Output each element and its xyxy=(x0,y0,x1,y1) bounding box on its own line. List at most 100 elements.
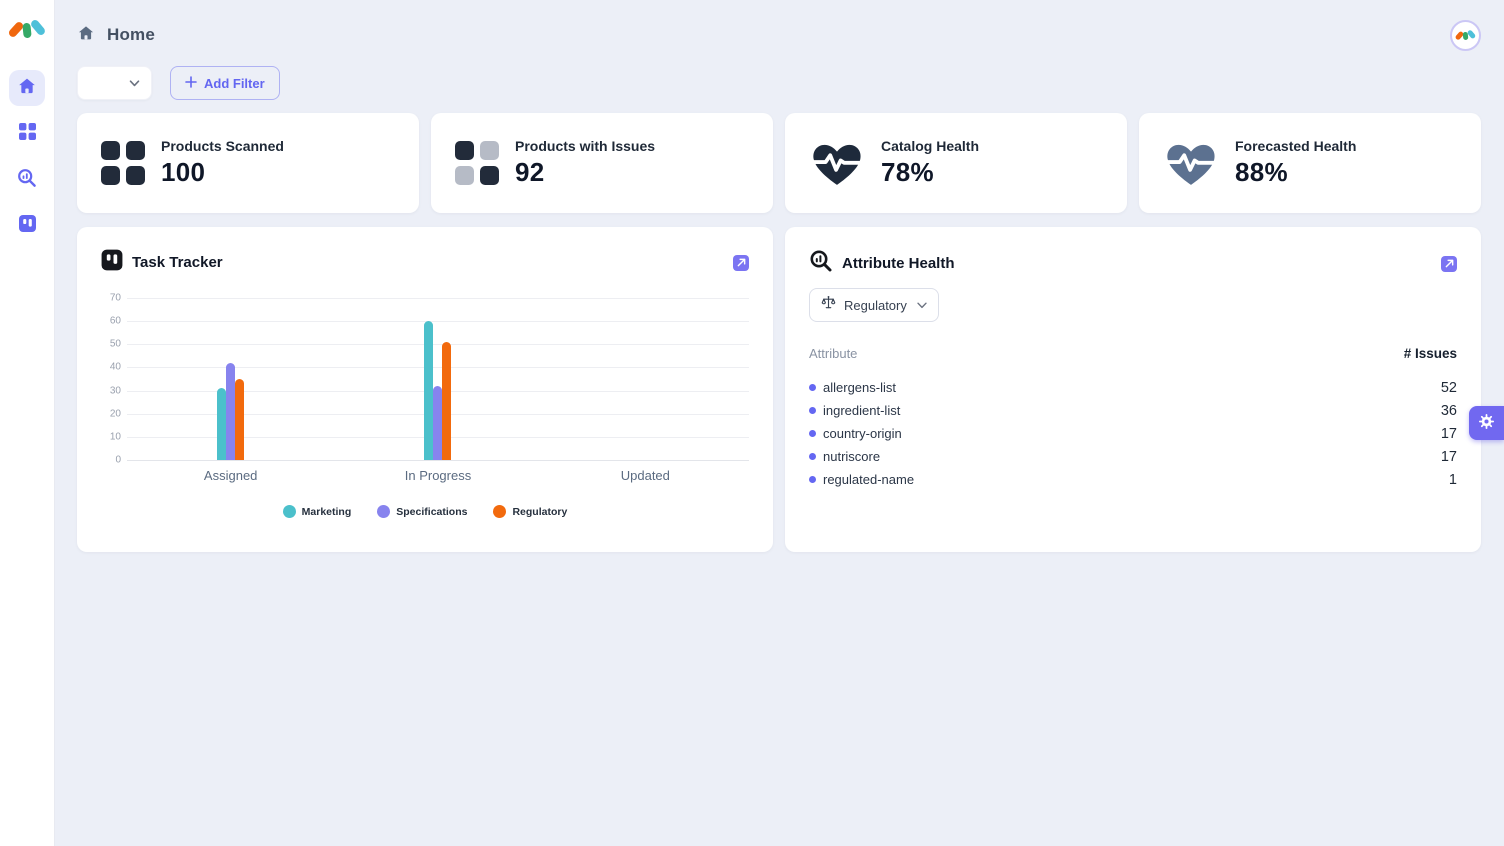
attribute-dot xyxy=(809,407,816,414)
chevron-down-icon xyxy=(129,74,140,92)
attribute-dot xyxy=(809,384,816,391)
filter-bar: Add Filter xyxy=(77,66,1481,100)
legend-dot xyxy=(282,505,296,518)
legend-dot xyxy=(493,505,507,518)
attribute-row: ingredient-list 36 xyxy=(809,399,1457,422)
chart-bar xyxy=(433,385,443,460)
y-tick-label: 20 xyxy=(109,408,121,420)
add-filter-label: Add Filter xyxy=(204,75,265,91)
search-chart-icon xyxy=(17,168,37,193)
stat-value: 78% xyxy=(881,157,934,187)
external-link-icon xyxy=(737,258,745,267)
x-axis-label: Assigned xyxy=(203,468,258,483)
gridline xyxy=(127,321,749,323)
attribute-health-icon xyxy=(809,249,833,278)
attribute-dot xyxy=(809,430,816,437)
stat-card-catalog-health: Catalog Health 78% xyxy=(785,113,1127,213)
x-axis-label: Updated xyxy=(620,468,670,483)
attribute-rows: allergens-list 52 ingredient-list 36 country… xyxy=(809,376,1457,491)
attribute-issues-count: 17 xyxy=(1440,448,1457,465)
attribute-category-dropdown[interactable]: Regulatory xyxy=(809,288,939,322)
page-header: Home xyxy=(77,18,1481,52)
filter-dropdown[interactable] xyxy=(77,66,152,100)
attribute-health-panel: Attribute Health Regulatory xyxy=(785,227,1481,552)
task-tracker-expand-button[interactable] xyxy=(733,254,749,271)
attribute-column-header: Attribute xyxy=(809,346,858,361)
brand-logo xyxy=(7,14,47,44)
stat-card-forecasted-health: Forecasted Health 88% xyxy=(1139,113,1481,213)
legend-item-marketing: Marketing xyxy=(282,505,352,518)
y-tick-label: 10 xyxy=(109,431,121,443)
attribute-health-title: Attribute Health xyxy=(842,255,955,272)
stat-value: 100 xyxy=(161,157,206,187)
attribute-name: ingredient-list xyxy=(823,403,901,418)
gridline xyxy=(127,344,749,346)
stat-label: Forecasted Health xyxy=(1235,138,1357,154)
gridline xyxy=(127,298,749,299)
attribute-issues-count: 17 xyxy=(1440,425,1457,442)
y-tick-label: 60 xyxy=(109,315,121,327)
avatar-logo-stroke-teal xyxy=(1466,29,1476,40)
scale-icon xyxy=(821,295,836,315)
grid-icon xyxy=(18,122,37,146)
sidebar-item-home[interactable] xyxy=(9,70,45,106)
external-link-icon xyxy=(1445,259,1453,268)
attribute-row: nutriscore 17 xyxy=(809,445,1457,468)
legend-item-regulatory: Regulatory xyxy=(493,505,567,518)
settings-button[interactable] xyxy=(1469,406,1504,440)
stat-label: Catalog Health xyxy=(881,138,980,154)
stat-card-products-scanned: Products Scanned 100 xyxy=(77,113,419,213)
attribute-category-value: Regulatory xyxy=(844,297,907,313)
attribute-issues-count: 1 xyxy=(1448,471,1457,488)
kanban-icon xyxy=(18,214,37,238)
user-avatar[interactable] xyxy=(1450,19,1481,51)
y-tick-label: 40 xyxy=(109,361,121,373)
y-tick-label: 70 xyxy=(109,292,121,304)
attribute-name: country-origin xyxy=(823,426,902,441)
attribute-health-expand-button[interactable] xyxy=(1441,255,1457,272)
attribute-row: allergens-list 52 xyxy=(809,376,1457,399)
legend-label: Marketing xyxy=(301,505,352,518)
chart-legend: Marketing Specifications Regulatory xyxy=(101,505,749,518)
heart-pulse-icon xyxy=(809,138,865,188)
heart-pulse-icon xyxy=(1163,138,1219,188)
y-tick-label: 50 xyxy=(109,338,121,350)
chevron-down-icon xyxy=(917,296,927,314)
products-scanned-icon xyxy=(101,141,145,185)
legend-item-specifications: Specifications xyxy=(377,505,467,518)
chart-bar xyxy=(235,379,245,460)
stat-card-products-with-issues: Products with Issues 92 xyxy=(431,113,773,213)
y-tick-label: 30 xyxy=(109,385,121,397)
chart-bar xyxy=(226,362,236,460)
stats-row: Products Scanned 100 Products with Issue… xyxy=(77,113,1481,213)
task-tracker-panel: Task Tracker 0 10 20 30 40 50 60 70 Assigned In … xyxy=(77,227,773,552)
attribute-row: regulated-name 1 xyxy=(809,468,1457,491)
task-tracker-chart: 0 10 20 30 40 50 60 70 xyxy=(101,293,749,466)
legend-label: Regulatory xyxy=(512,505,568,518)
sidebar-item-insights[interactable] xyxy=(9,162,45,198)
attribute-name: regulated-name xyxy=(823,472,915,487)
task-tracker-title: Task Tracker xyxy=(132,254,223,271)
attribute-issues-count: 36 xyxy=(1440,402,1457,419)
attribute-dot xyxy=(809,476,816,483)
stat-value: 88% xyxy=(1235,157,1288,187)
gridline xyxy=(127,460,749,461)
home-breadcrumb-icon xyxy=(77,24,95,47)
task-tracker-icon xyxy=(101,249,123,276)
stat-label: Products Scanned xyxy=(161,138,284,154)
attribute-name: allergens-list xyxy=(823,380,896,395)
attribute-table-header: Attribute # Issues xyxy=(809,346,1457,361)
sidebar-item-tasks[interactable] xyxy=(9,208,45,244)
chart-plot xyxy=(127,298,749,461)
stat-value: 92 xyxy=(515,157,545,187)
panels-row: Task Tracker 0 10 20 30 40 50 60 70 Assigned In … xyxy=(77,227,1481,552)
bar-group-updated xyxy=(542,298,749,460)
attribute-issues-count: 52 xyxy=(1440,379,1457,396)
page-title: Home xyxy=(107,25,156,44)
sidebar-item-dashboard[interactable] xyxy=(9,116,45,152)
legend-label: Specifications xyxy=(396,505,468,518)
main-content: Home Add Filter xyxy=(55,0,1504,846)
y-tick-label: 0 xyxy=(115,454,121,466)
add-filter-button[interactable]: Add Filter xyxy=(170,66,280,100)
bar-group-in-progress xyxy=(334,298,541,460)
